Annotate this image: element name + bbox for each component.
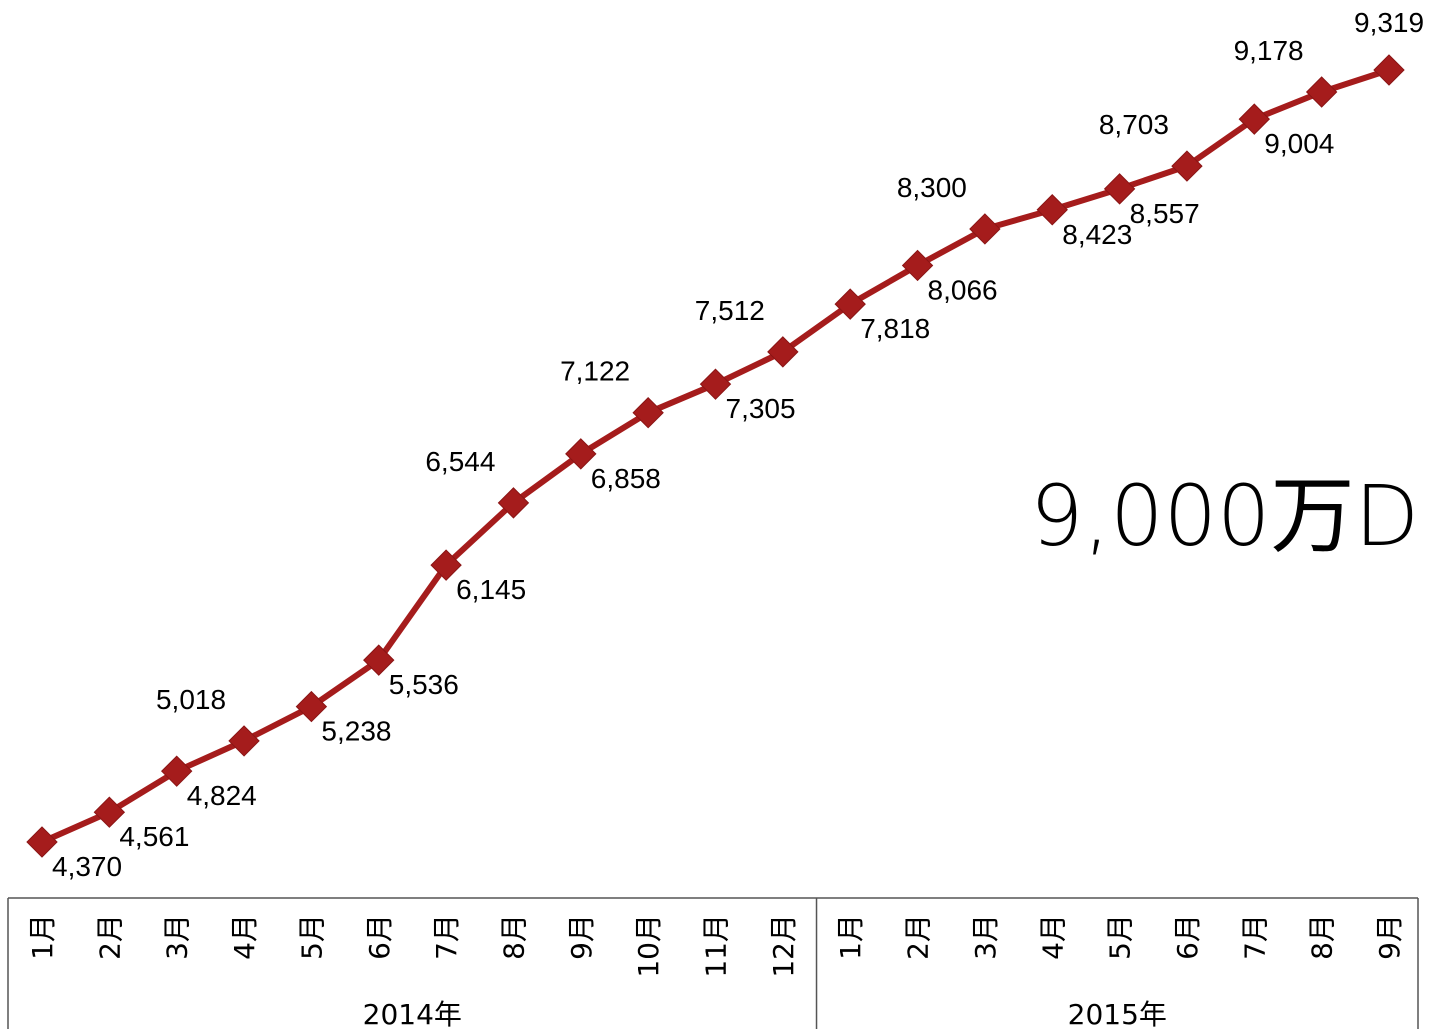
- data-label: 7,305: [726, 393, 796, 424]
- data-label: 4,824: [187, 780, 257, 811]
- data-point-marker: [497, 487, 530, 519]
- x-tick-label: 3月: [969, 914, 1002, 960]
- data-point-marker: [430, 549, 462, 581]
- x-tick-label: 6月: [1171, 914, 1204, 960]
- data-point-marker: [901, 249, 934, 282]
- x-tick-label: 5月: [1104, 914, 1137, 960]
- data-point-marker: [834, 288, 866, 320]
- annotation-text: 9,000万D: [1030, 467, 1419, 565]
- data-label: 5,018: [156, 684, 226, 715]
- x-tick-label: 8月: [497, 914, 530, 960]
- data-point-marker: [699, 368, 732, 400]
- data-label: 5,238: [321, 716, 391, 747]
- x-tick-label: 7月: [1238, 914, 1271, 960]
- data-label: 8,423: [1062, 219, 1132, 250]
- data-point-marker: [295, 690, 328, 723]
- x-tick-label: 3月: [161, 914, 194, 960]
- data-point-marker: [1305, 76, 1338, 108]
- x-tick-label: 1月: [834, 914, 867, 960]
- x-tick-label: 2月: [902, 914, 935, 960]
- data-point-marker: [1171, 150, 1203, 182]
- x-tick-label: 5月: [295, 914, 328, 960]
- x-tick-label: 12月: [767, 914, 800, 978]
- category-axis: 2014年 2015年 1月 2月 3月 4月 5月 6月 7月 8月 9月 10月 11月 12月 1月 2…: [7, 897, 1419, 1029]
- data-point-marker: [632, 397, 664, 429]
- data-point-marker: [1036, 194, 1068, 226]
- data-label: 7,512: [695, 295, 765, 326]
- data-label: 4,561: [119, 821, 189, 852]
- data-label: 9,178: [1234, 35, 1304, 66]
- x-tick-label: 10月: [632, 914, 665, 978]
- data-label: 7,122: [560, 356, 630, 387]
- year-group-label: 2015年: [1068, 998, 1167, 1029]
- data-label: 6,544: [425, 446, 495, 477]
- data-point-marker: [26, 826, 58, 858]
- x-tick-label: 8月: [1306, 914, 1339, 960]
- year-group-label: 2014年: [363, 998, 462, 1029]
- data-point-marker: [1103, 173, 1136, 205]
- data-point-marker: [228, 725, 260, 757]
- marker-layer: [26, 54, 1405, 858]
- data-label: 8,703: [1099, 109, 1169, 140]
- data-point-marker: [1238, 103, 1271, 135]
- data-point-marker: [767, 336, 799, 368]
- data-label: 5,536: [389, 669, 459, 700]
- data-label: 9,319: [1354, 7, 1424, 38]
- x-tick-label: 4月: [228, 914, 261, 960]
- x-tick-label: 9月: [565, 914, 598, 960]
- data-point-marker: [160, 755, 193, 787]
- data-label: 8,066: [928, 274, 998, 305]
- x-tick-label: 1月: [26, 914, 59, 960]
- x-tick-label: 11月: [700, 914, 733, 978]
- x-tick-label: 6月: [363, 914, 396, 960]
- data-label: 8,557: [1130, 198, 1200, 229]
- data-label: 8,300: [897, 172, 967, 203]
- data-label: 6,858: [591, 463, 661, 494]
- data-point-marker: [93, 796, 126, 828]
- data-point-marker: [565, 438, 597, 470]
- data-point-marker: [969, 213, 1001, 245]
- x-tick-label: 2月: [93, 914, 126, 960]
- data-label: 7,818: [860, 313, 930, 344]
- data-point-marker: [1373, 54, 1405, 86]
- data-label: 6,145: [456, 574, 526, 605]
- x-tick-label: 7月: [430, 914, 463, 960]
- data-label: 4,370: [52, 851, 122, 882]
- x-tick-label: 4月: [1036, 914, 1069, 960]
- data-label: 9,004: [1264, 128, 1334, 159]
- data-point-marker: [363, 644, 395, 676]
- x-tick-label: 9月: [1373, 914, 1406, 960]
